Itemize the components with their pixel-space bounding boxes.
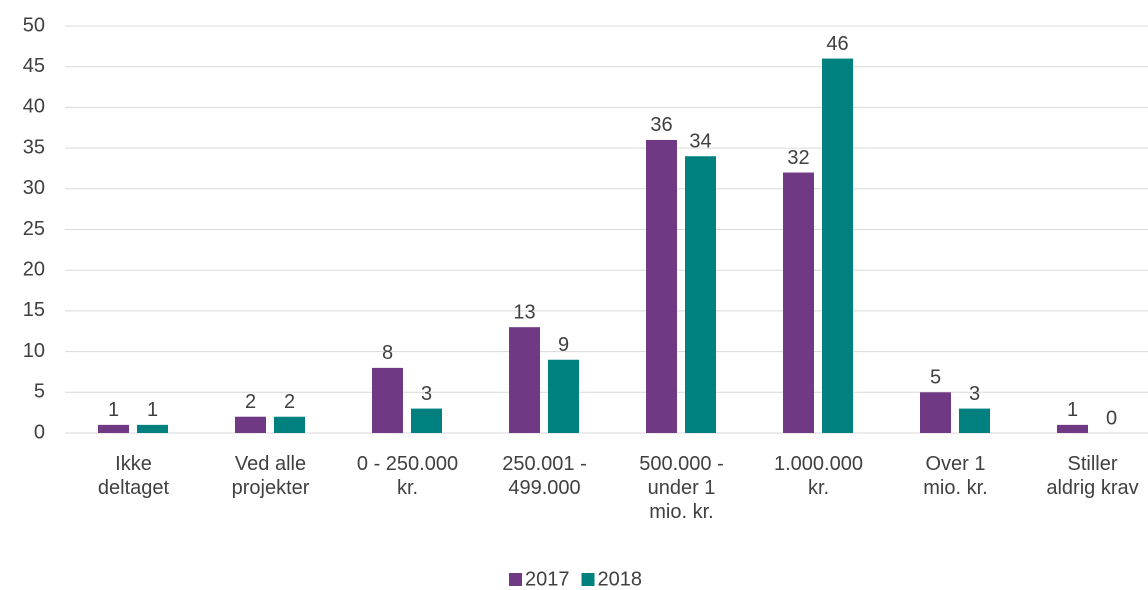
y-tick-label: 35: [23, 136, 45, 158]
bar: [509, 327, 540, 433]
x-tick-label: 500.000 - under 1 mio. kr.: [639, 453, 724, 523]
bar: [920, 392, 951, 433]
x-tick-label: 0 - 250.000 kr.: [356, 453, 459, 499]
data-label: 3: [421, 383, 432, 405]
data-label: 34: [689, 131, 711, 153]
data-label: 1: [147, 399, 158, 421]
y-tick-label: 15: [23, 299, 45, 321]
legend-swatch: [581, 573, 595, 586]
x-tick-label: Ikke deltaget: [97, 453, 170, 499]
data-label: 0: [1106, 407, 1117, 429]
data-label: 5: [930, 367, 941, 389]
data-label: 8: [382, 342, 393, 364]
x-tick-label: Ved alle projekter: [231, 453, 310, 499]
bar: [137, 424, 168, 433]
data-label: 32: [787, 147, 809, 169]
bar: [235, 416, 266, 433]
y-tick-label: 25: [23, 218, 45, 240]
bar: [646, 139, 677, 433]
legend-swatch: [509, 573, 522, 586]
data-label: 3: [969, 383, 980, 405]
bar: [411, 408, 442, 433]
bar: [822, 58, 853, 434]
x-tick-label: 1.000.000 kr.: [774, 453, 863, 499]
bar: [685, 156, 716, 434]
bar: [959, 408, 990, 433]
data-label: 1: [1067, 399, 1078, 421]
y-tick-label: 10: [23, 340, 45, 362]
legend-label: 2018: [598, 568, 643, 590]
data-label: 2: [284, 391, 295, 413]
bar: [372, 367, 403, 433]
data-label: 9: [558, 334, 569, 356]
y-tick-label: 40: [23, 96, 45, 118]
bar: [274, 416, 305, 433]
data-label: 36: [650, 114, 672, 136]
data-label: 46: [826, 33, 848, 55]
bar: [548, 359, 579, 433]
data-label: 2: [245, 391, 256, 413]
y-tick-label: 50: [23, 14, 45, 36]
bar: [98, 424, 129, 433]
legend-label: 2017: [525, 568, 570, 590]
bar: [1057, 424, 1088, 433]
y-tick-label: 0: [34, 421, 45, 443]
x-tick-label: Over 1 mio. kr.: [923, 453, 988, 499]
x-tick-label: 250.001 - 499.000: [502, 453, 587, 499]
data-label: 1: [108, 399, 119, 421]
bar: [783, 172, 814, 433]
x-tick-label: Stiller aldrig krav: [1046, 453, 1139, 499]
data-label: 13: [513, 301, 535, 323]
y-tick-label: 5: [34, 381, 45, 403]
y-tick-label: 30: [23, 177, 45, 199]
y-tick-label: 45: [23, 55, 45, 77]
y-tick-label: 20: [23, 258, 45, 280]
